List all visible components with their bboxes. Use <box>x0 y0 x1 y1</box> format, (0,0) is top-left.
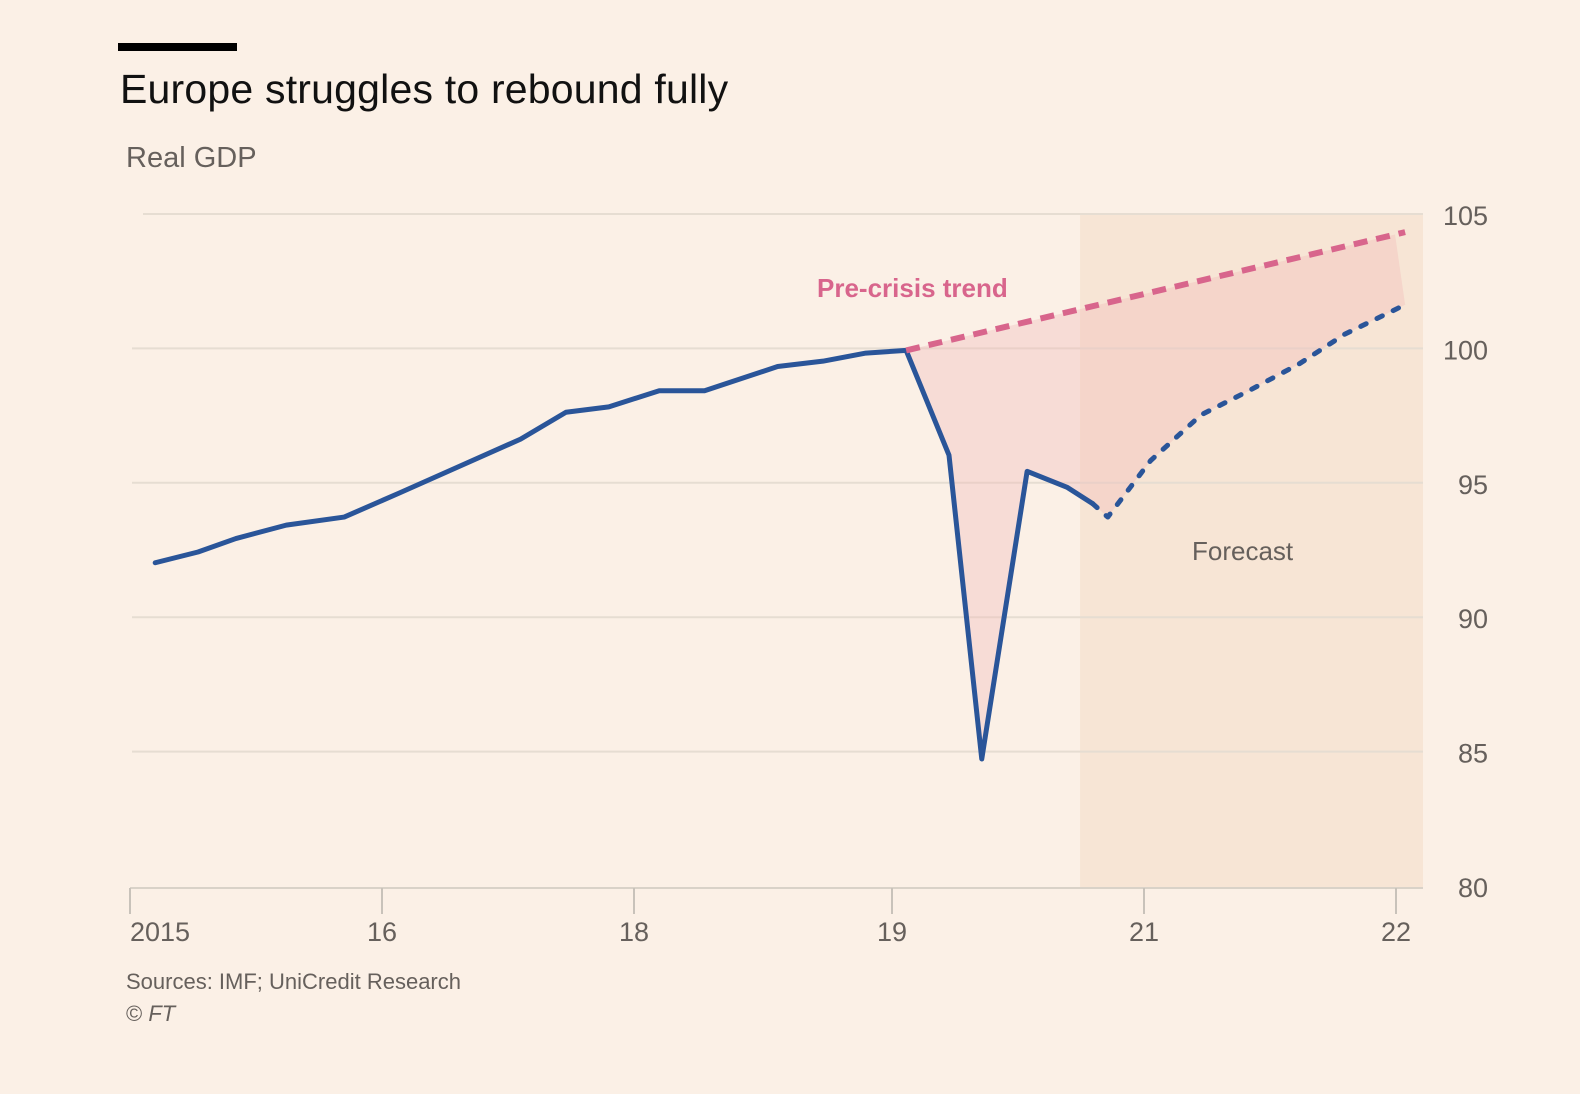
x-tick-label-19: 19 <box>877 917 907 947</box>
title-accent-bar <box>118 43 237 51</box>
gap-fill-layer <box>906 234 1406 759</box>
x-tick-label-16: 16 <box>367 917 397 947</box>
y-tick-label-90: 90 <box>1458 604 1488 634</box>
gridlines <box>132 213 1423 753</box>
y-tick-label-95: 95 <box>1458 470 1488 500</box>
series-layer <box>152 229 1408 762</box>
copyright-symbol: © <box>126 1001 143 1026</box>
chart-subtitle: Real GDP <box>126 142 257 174</box>
x-axis <box>129 887 1423 914</box>
gap-fill-area <box>906 234 1406 759</box>
copyright-owner: FT <box>148 1001 176 1026</box>
y-tick-label-85: 85 <box>1458 739 1488 769</box>
y-tick-label-100: 100 <box>1443 335 1488 365</box>
chart-title: Europe struggles to rebound fully <box>120 66 729 112</box>
y-tick-label-105: 105 <box>1443 201 1488 231</box>
tick-labels: 80 85 90 95 100 105 2015 16 18 19 21 22 <box>130 201 1488 947</box>
series-line-real-gdp-forecast <box>1090 302 1408 520</box>
x-tick-label-2015: 2015 <box>130 917 190 947</box>
source-note: Sources: IMF; UniCredit Research <box>126 969 461 994</box>
copyright-note: © FT <box>126 1001 175 1027</box>
x-tick-label-18: 18 <box>619 917 649 947</box>
x-tick-label-22: 22 <box>1381 917 1411 947</box>
x-tick-label-21: 21 <box>1129 917 1159 947</box>
annotation-pre-crisis-trend: Pre-crisis trend <box>817 273 1008 303</box>
series-line-pre-crisis-trend <box>905 229 1406 354</box>
annotation-forecast: Forecast <box>1192 536 1294 566</box>
y-tick-label-80: 80 <box>1458 873 1488 903</box>
